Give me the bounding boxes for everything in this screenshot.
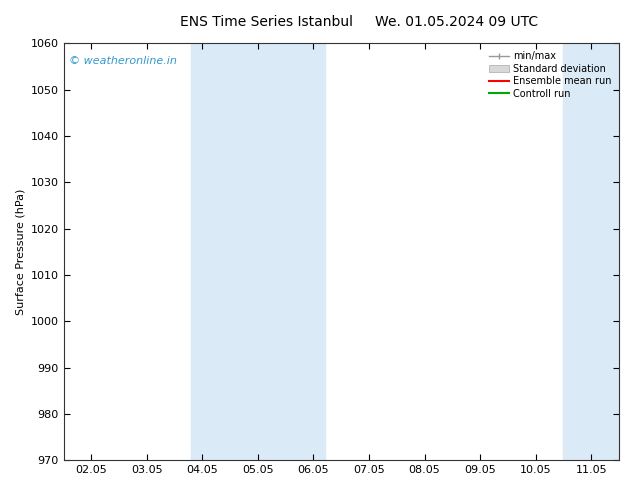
Text: © weatheronline.in: © weatheronline.in <box>69 56 177 66</box>
Y-axis label: Surface Pressure (hPa): Surface Pressure (hPa) <box>15 189 25 315</box>
Legend: min/max, Standard deviation, Ensemble mean run, Controll run: min/max, Standard deviation, Ensemble me… <box>486 49 614 101</box>
Bar <box>564 44 634 460</box>
Text: We. 01.05.2024 09 UTC: We. 01.05.2024 09 UTC <box>375 15 538 29</box>
Text: ENS Time Series Istanbul: ENS Time Series Istanbul <box>180 15 353 29</box>
Bar <box>191 44 325 460</box>
